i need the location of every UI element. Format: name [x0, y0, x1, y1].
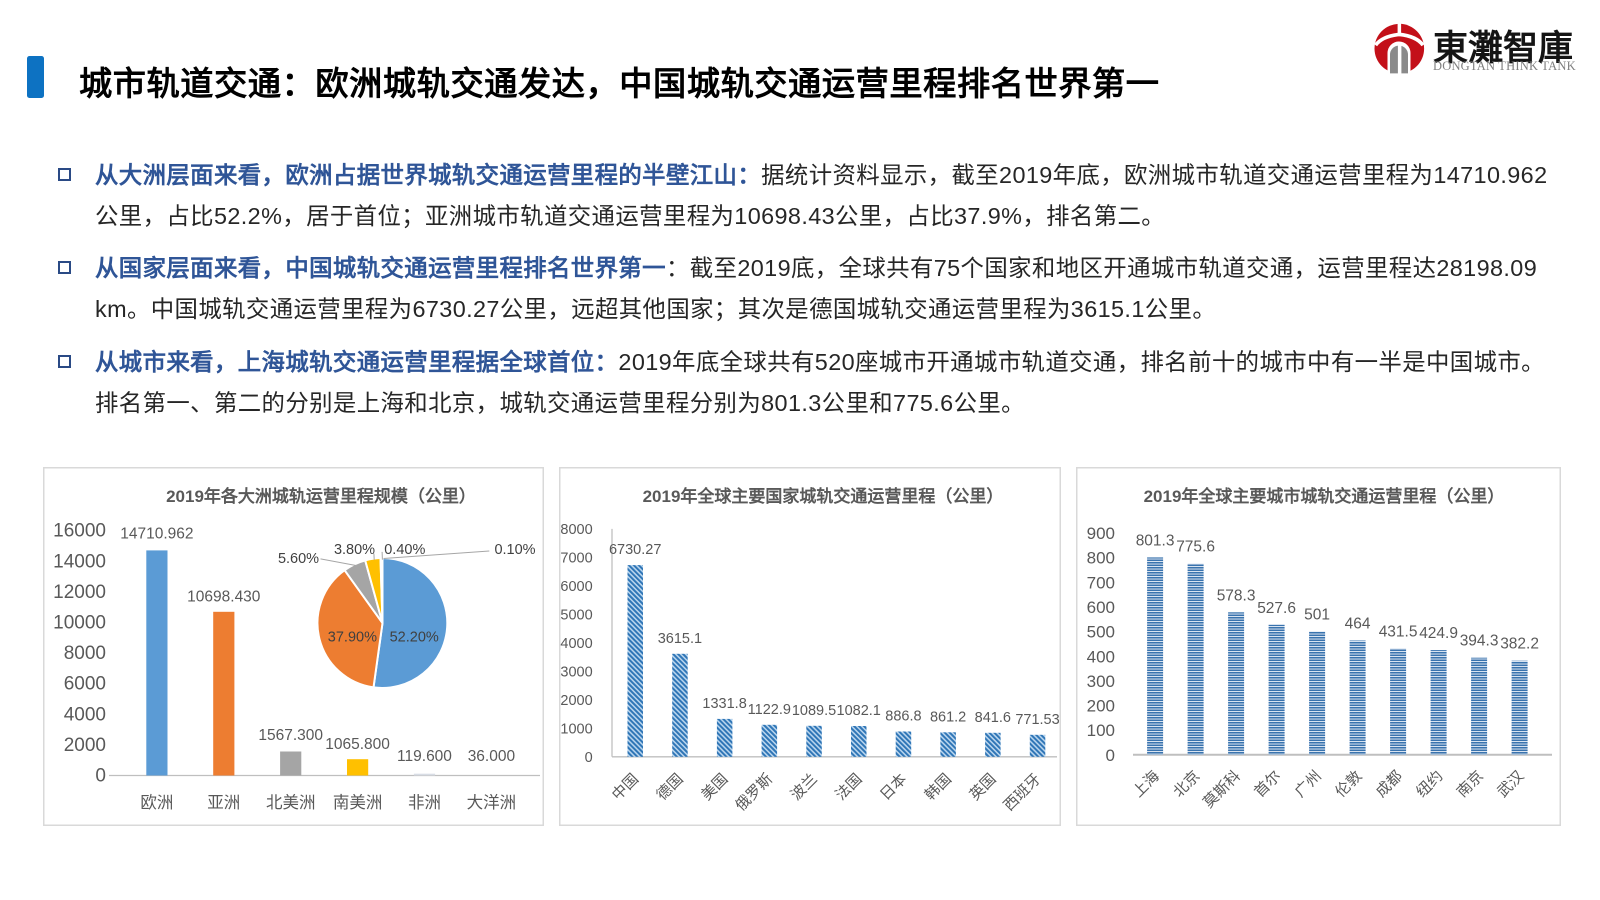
svg-text:3615.1: 3615.1 — [658, 631, 702, 647]
svg-text:37.90%: 37.90% — [328, 630, 377, 646]
svg-text:10000: 10000 — [53, 613, 106, 634]
svg-text:2019年各大洲城轨运营里程规模（公里）: 2019年各大洲城轨运营里程规模（公里） — [166, 486, 476, 506]
svg-text:北美洲: 北美洲 — [266, 793, 316, 812]
svg-text:431.5: 431.5 — [1379, 624, 1418, 641]
svg-text:6000: 6000 — [560, 579, 592, 595]
svg-text:775.6: 775.6 — [1176, 539, 1215, 556]
svg-text:771.53: 771.53 — [1015, 712, 1059, 728]
svg-text:7000: 7000 — [560, 550, 592, 566]
svg-text:16000: 16000 — [53, 521, 106, 542]
svg-text:861.2: 861.2 — [930, 709, 966, 725]
svg-text:非洲: 非洲 — [408, 793, 441, 812]
svg-text:1567.300: 1567.300 — [258, 727, 323, 744]
svg-text:500: 500 — [1087, 623, 1115, 642]
svg-text:4000: 4000 — [64, 704, 106, 725]
svg-text:4000: 4000 — [560, 636, 592, 652]
svg-text:52.20%: 52.20% — [390, 630, 439, 646]
svg-text:801.3: 801.3 — [1136, 532, 1175, 549]
svg-text:600: 600 — [1087, 598, 1115, 617]
svg-text:464: 464 — [1345, 616, 1371, 633]
svg-text:0: 0 — [1106, 746, 1115, 765]
svg-text:1122.9: 1122.9 — [748, 702, 791, 718]
svg-text:8000: 8000 — [560, 522, 592, 538]
svg-text:527.6: 527.6 — [1257, 600, 1296, 617]
svg-text:6000: 6000 — [64, 674, 106, 695]
svg-text:南美洲: 南美洲 — [333, 793, 383, 812]
svg-text:2019年全球主要城市城轨交通运营里程（公里）: 2019年全球主要城市城轨交通运营里程（公里） — [1144, 486, 1505, 506]
svg-text:8000: 8000 — [64, 643, 106, 664]
svg-text:119.600: 119.600 — [397, 748, 452, 765]
svg-text:501: 501 — [1304, 606, 1330, 623]
svg-text:1089.5: 1089.5 — [792, 703, 836, 719]
svg-text:300: 300 — [1087, 672, 1115, 691]
svg-text:0.10%: 0.10% — [494, 542, 535, 558]
svg-text:100: 100 — [1087, 721, 1115, 740]
svg-text:6730.27: 6730.27 — [609, 542, 661, 558]
svg-text:36.000: 36.000 — [468, 748, 516, 765]
svg-text:886.8: 886.8 — [885, 709, 921, 725]
svg-text:14000: 14000 — [53, 551, 106, 572]
svg-text:10698.430: 10698.430 — [187, 589, 261, 606]
svg-text:200: 200 — [1087, 697, 1115, 716]
svg-text:1331.8: 1331.8 — [702, 696, 746, 712]
svg-text:欧洲: 欧洲 — [140, 793, 173, 812]
svg-text:2019年全球主要国家城轨交通运营里程（公里）: 2019年全球主要国家城轨交通运营里程（公里） — [643, 486, 1004, 506]
svg-text:578.3: 578.3 — [1217, 587, 1256, 604]
svg-text:3000: 3000 — [560, 664, 592, 680]
svg-text:2000: 2000 — [64, 735, 106, 756]
svg-text:382.2: 382.2 — [1500, 636, 1539, 653]
svg-text:14710.962: 14710.962 — [120, 526, 193, 543]
svg-text:0.40%: 0.40% — [384, 542, 425, 558]
svg-text:5000: 5000 — [560, 607, 592, 623]
svg-text:841.6: 841.6 — [975, 710, 1011, 726]
svg-text:0: 0 — [95, 766, 106, 787]
svg-text:12000: 12000 — [53, 582, 106, 603]
svg-text:5.60%: 5.60% — [278, 551, 319, 567]
svg-text:2000: 2000 — [560, 693, 592, 709]
svg-text:亚洲: 亚洲 — [207, 794, 240, 812]
svg-text:424.9: 424.9 — [1419, 625, 1458, 642]
svg-text:900: 900 — [1087, 524, 1115, 543]
svg-text:大洋洲: 大洋洲 — [467, 793, 517, 812]
svg-text:3.80%: 3.80% — [334, 542, 375, 558]
svg-text:800: 800 — [1087, 549, 1115, 568]
svg-text:0: 0 — [585, 750, 593, 766]
svg-text:1000: 1000 — [560, 721, 592, 737]
svg-text:700: 700 — [1087, 573, 1115, 592]
svg-text:1082.1: 1082.1 — [837, 703, 881, 719]
svg-text:394.3: 394.3 — [1460, 633, 1499, 650]
svg-text:400: 400 — [1087, 647, 1115, 666]
svg-text:1065.800: 1065.800 — [325, 736, 390, 753]
